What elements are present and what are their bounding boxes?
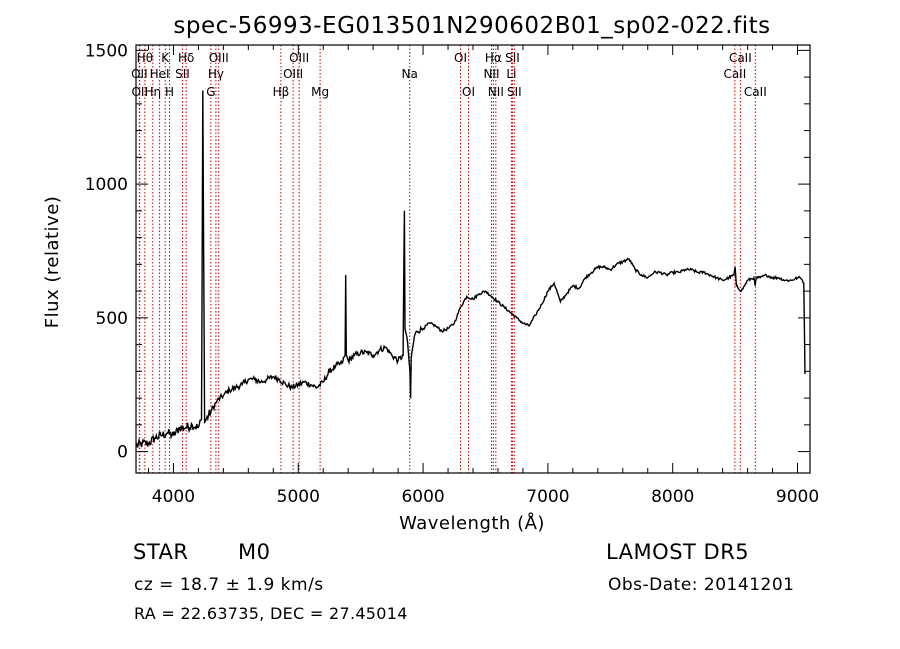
x-tick-label: 6000 bbox=[401, 487, 444, 507]
line-label: SII bbox=[505, 51, 520, 65]
line-label: OII bbox=[131, 67, 148, 81]
line-label: G bbox=[206, 85, 215, 99]
line-label: Hβ bbox=[273, 85, 290, 99]
line-label: OI bbox=[454, 51, 467, 65]
x-tick-label: 5000 bbox=[277, 487, 320, 507]
x-tick-label: 7000 bbox=[526, 487, 569, 507]
line-label: K bbox=[161, 51, 170, 65]
redshift-info: cz = 18.7 ± 1.9 km/s bbox=[134, 575, 324, 595]
plot-frame bbox=[135, 44, 811, 474]
emission-line-markers bbox=[138, 45, 756, 473]
line-label: OIII bbox=[283, 67, 303, 81]
line-label: CaII bbox=[729, 51, 752, 65]
chart-title: spec-56993-EG013501N290602B01_sp02-022.f… bbox=[173, 13, 770, 39]
y-tick-label: 0 bbox=[117, 443, 128, 463]
line-label: Li bbox=[506, 67, 516, 81]
coordinates: RA = 22.63735, DEC = 27.45014 bbox=[134, 604, 408, 623]
line-label: NII bbox=[488, 85, 504, 99]
line-label: OIII bbox=[209, 51, 229, 65]
line-label: Hγ bbox=[208, 67, 224, 81]
line-label: Hα bbox=[485, 51, 502, 65]
line-label: CaII bbox=[723, 67, 746, 81]
object-class: STAR bbox=[133, 540, 189, 564]
x-tick-label: 4000 bbox=[152, 487, 195, 507]
y-axis-label: Flux (relative) bbox=[42, 196, 63, 329]
line-label: Mg bbox=[311, 85, 329, 99]
line-label: SII bbox=[507, 85, 522, 99]
object-subclass: M0 bbox=[238, 540, 271, 564]
emission-line-labels: OIIOIIHθHηHeIKHSIIHδGHγOIIIHβOIIIOIIIMgN… bbox=[131, 51, 767, 99]
line-label: OIII bbox=[289, 51, 309, 65]
line-label: Hδ bbox=[178, 51, 194, 65]
line-label: H bbox=[165, 85, 174, 99]
line-label: HeI bbox=[150, 67, 170, 81]
line-label: Hθ bbox=[137, 51, 153, 65]
x-tick-label: 9000 bbox=[776, 487, 819, 507]
y-tick-label: 500 bbox=[96, 309, 128, 329]
line-label: Na bbox=[402, 67, 418, 81]
observation-date: Obs-Date: 20141201 bbox=[608, 575, 795, 595]
survey-name: LAMOST DR5 bbox=[606, 540, 750, 564]
line-label: CaII bbox=[744, 85, 767, 99]
spectrum-line bbox=[135, 90, 806, 448]
y-axis-ticks: 0 500 1000 1500 bbox=[85, 41, 810, 463]
line-label: SII bbox=[175, 67, 190, 81]
x-tick-label: 8000 bbox=[651, 487, 694, 507]
x-axis-ticks: 4000 5000 6000 7000 8000 9000 bbox=[147, 45, 819, 507]
line-label: OI bbox=[462, 85, 475, 99]
line-label: NII bbox=[483, 67, 499, 81]
x-axis-label: Wavelength (Å) bbox=[399, 512, 545, 534]
y-tick-label: 1000 bbox=[85, 175, 128, 195]
y-tick-label: 1500 bbox=[85, 41, 128, 61]
line-label: Hη bbox=[145, 85, 162, 99]
